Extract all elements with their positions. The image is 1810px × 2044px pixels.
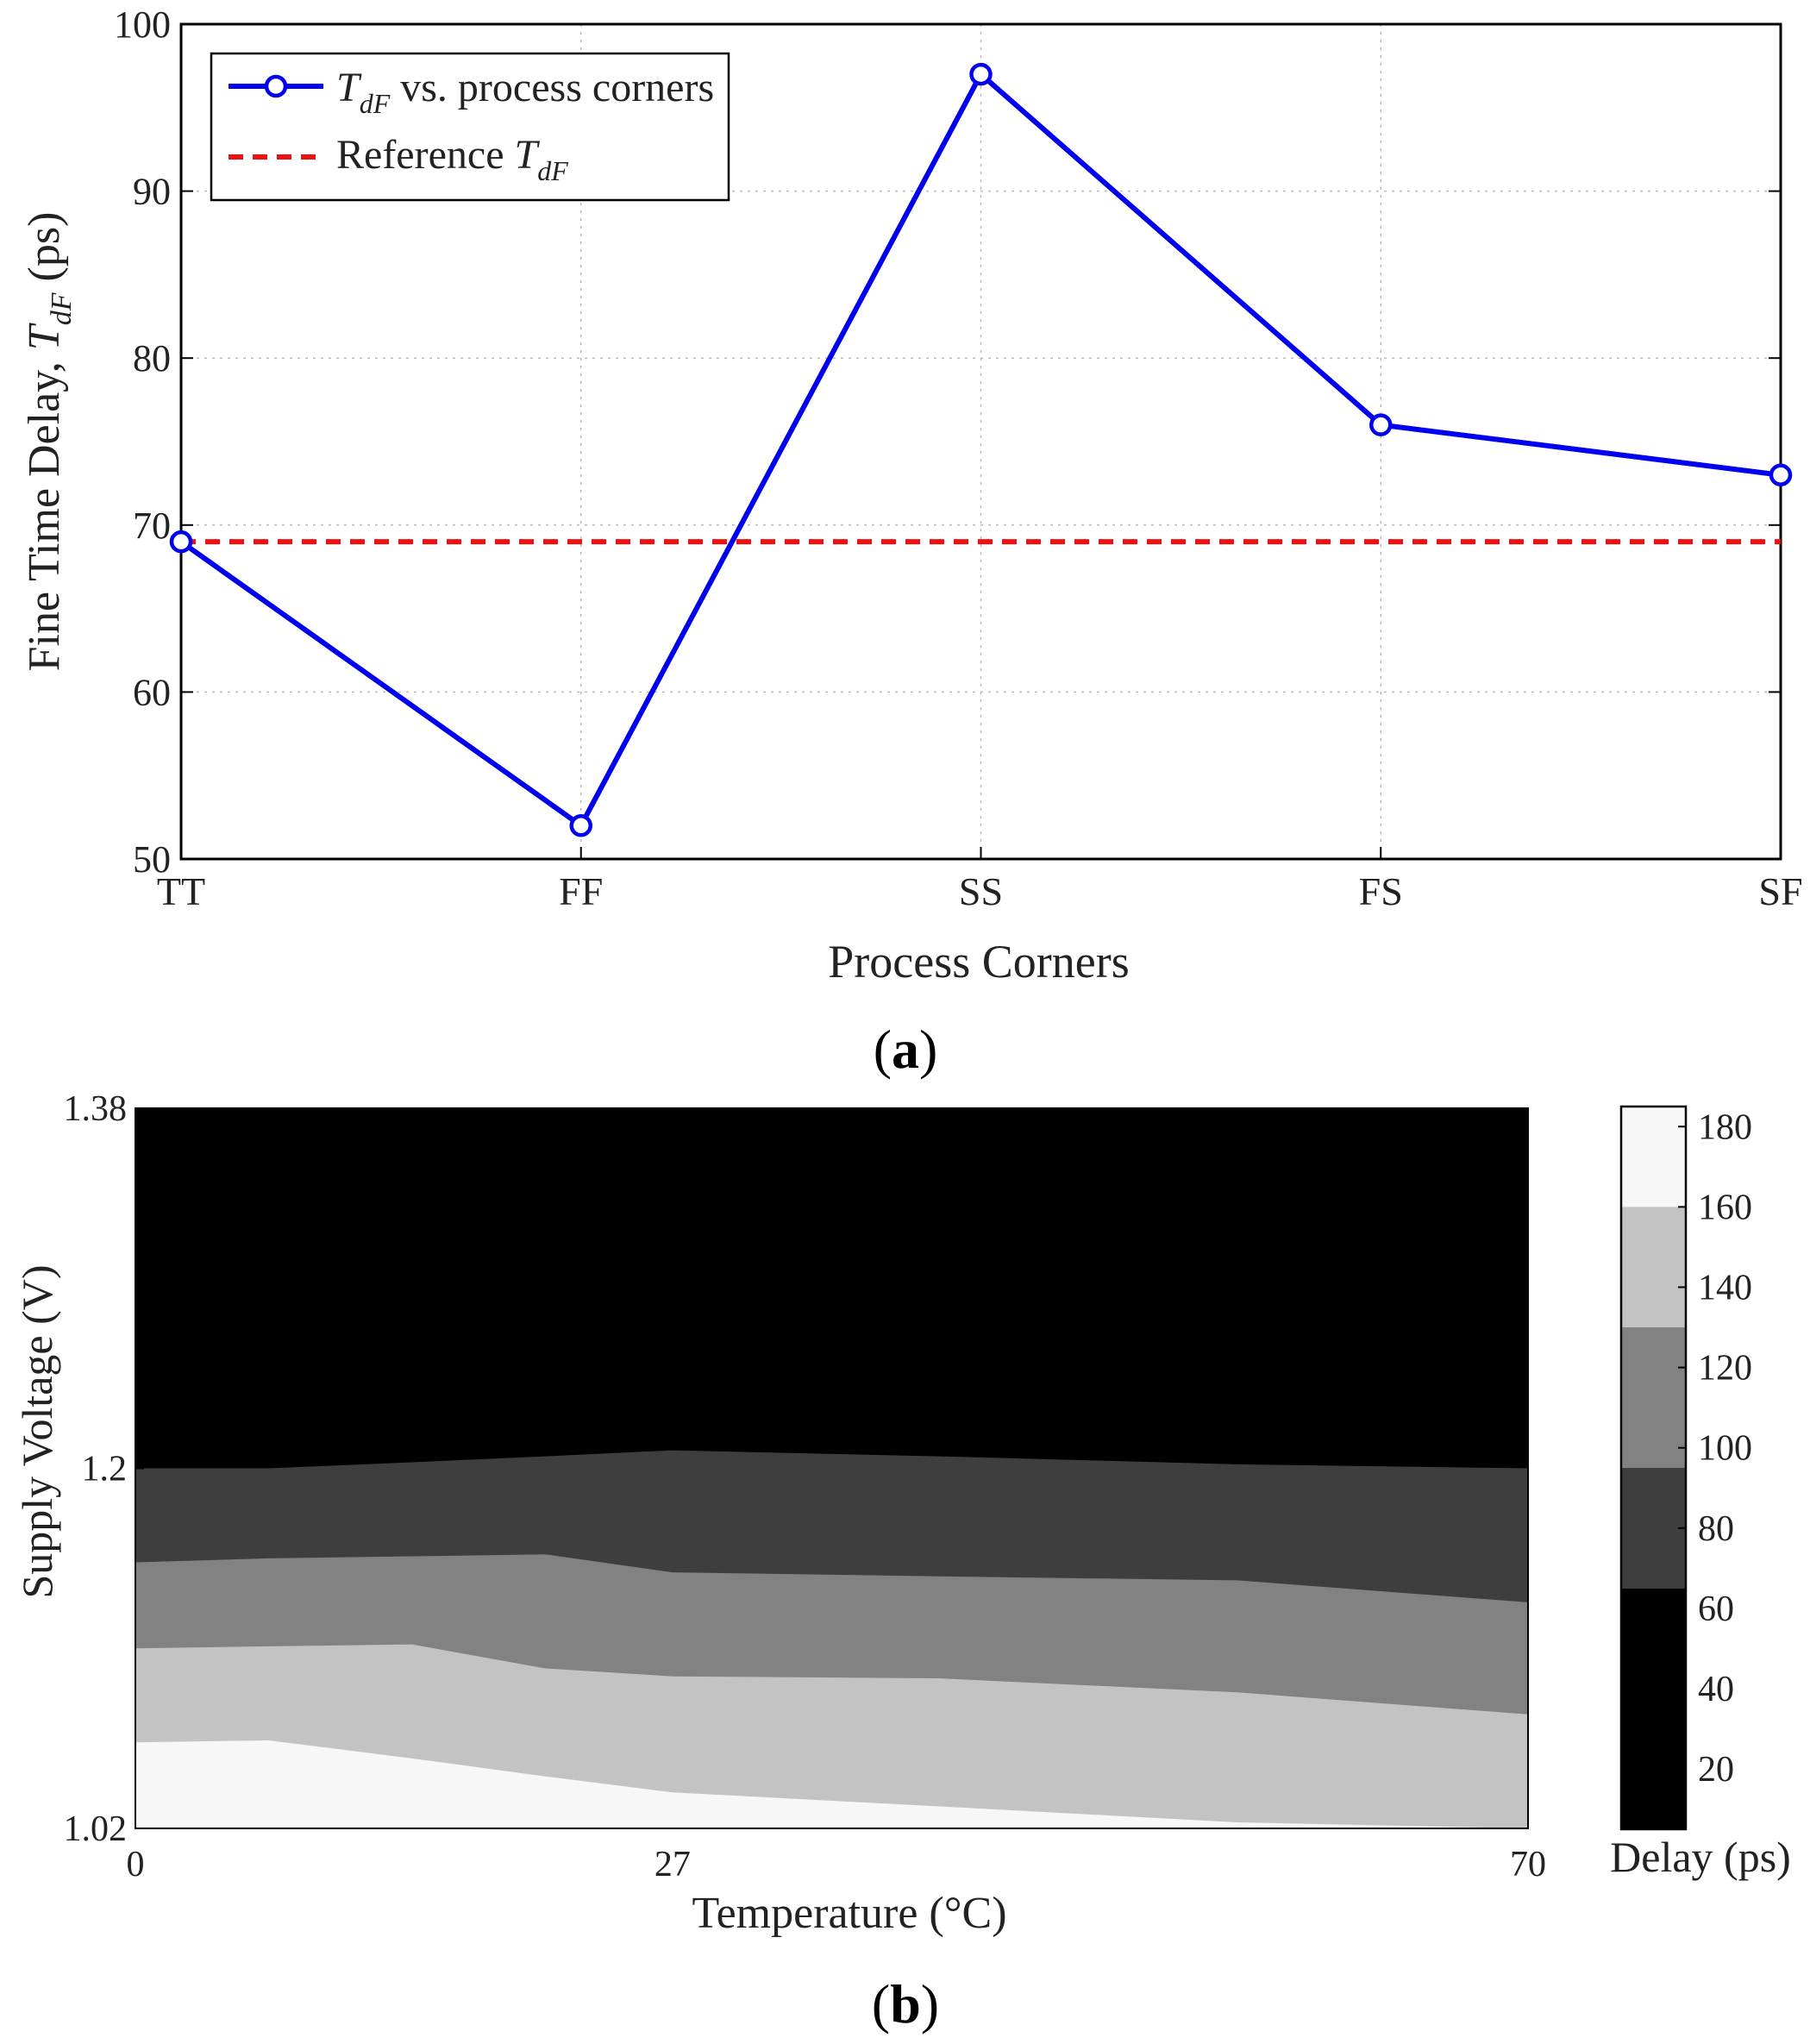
data-point-ff: [569, 814, 592, 837]
legend-measured-subscript: dF: [360, 88, 391, 119]
legend-measured-symbol: T: [336, 65, 362, 110]
colorbar-tick-label: 20: [1698, 1750, 1734, 1790]
legend-measured-label: TdF vs. process corners: [336, 65, 714, 119]
colorbar-band-65-95: [1621, 1468, 1686, 1589]
panel-a-x-tick-labels: TT FF SS FS SF: [157, 847, 1803, 913]
colorbar-frame: [1619, 1105, 1688, 1831]
panel-b-label: (b): [872, 1973, 939, 2035]
x-tick-label: 27: [654, 1845, 691, 1884]
y-tick-label: 70: [133, 505, 171, 547]
colorbar-tick-label: 140: [1698, 1269, 1752, 1308]
data-point-tt: [169, 530, 193, 554]
x-tick-label: 0: [127, 1845, 145, 1884]
legend-measured-marker: [264, 74, 288, 98]
colorbar-band-130-160: [1621, 1207, 1686, 1328]
legend-reference-subscript: dF: [537, 155, 568, 186]
panel-b-colorbar: 20 40 60 80 100 120 140 160 180 Delay (ps): [1610, 1105, 1791, 1881]
legend-reference-symbol: T: [515, 132, 541, 178]
panel-b-x-tick-labels: 0 27 70: [127, 1845, 1547, 1884]
legend-reference-text: Reference: [336, 132, 515, 178]
y-label-symbol: T: [20, 323, 69, 350]
band-5-65: [135, 1108, 1528, 1469]
colorbar-bands: [1621, 1107, 1686, 1829]
colorbar-tick-label: 80: [1698, 1509, 1734, 1549]
legend-box: [210, 52, 730, 202]
y-tick-label: 100: [114, 3, 171, 46]
panel-b-y-axis-label: Supply Voltage (V): [13, 1264, 61, 1598]
x-tick-label: 70: [1510, 1845, 1546, 1884]
data-point-ss: [969, 62, 993, 86]
panel-a-legend: TdF vs. process corners Reference TdF: [210, 52, 730, 202]
colorbar-band-160-185: [1621, 1107, 1686, 1207]
legend-reference-label: Reference TdF: [336, 132, 568, 186]
y-tick-label: 60: [133, 671, 171, 713]
x-tick-label: TT: [157, 869, 205, 913]
colorbar-band-5-65: [1621, 1588, 1686, 1829]
panel-a-series: [169, 62, 1793, 837]
panel-b-contour-bands: [135, 1108, 1528, 1828]
colorbar-tick-label: 180: [1698, 1107, 1752, 1147]
colorbar-tick-label: 100: [1698, 1429, 1752, 1469]
panel-a-y-axis-label: Fine Time Delay, TdF (ps): [20, 212, 78, 672]
colorbar-band-95-130: [1621, 1327, 1686, 1468]
panel-b-x-axis-label: Temperature (°C): [692, 1889, 1006, 1938]
data-point-sf: [1769, 463, 1793, 486]
y-tick-label: 1.2: [82, 1450, 128, 1489]
y-tick-label: 1.38: [64, 1089, 128, 1129]
colorbar-label: Delay (ps): [1610, 1833, 1791, 1881]
y-tick-label: 80: [133, 337, 171, 379]
panel-b-letter: b: [890, 1973, 921, 2035]
legend-measured-text: vs. process corners: [390, 65, 714, 110]
panel-a-x-axis-label: Process Corners: [828, 936, 1129, 988]
x-tick-label: SF: [1758, 869, 1802, 913]
colorbar-tick-labels: 20 40 60 80 100 120 140 160 180: [1678, 1107, 1752, 1790]
y-label-suffix: (ps): [20, 212, 69, 293]
panel-b-contour-chart: 1.02 1.2 1.38 0 27 70 Temperature (°C) Suppl…: [13, 1089, 1791, 2035]
panel-a-grid: [181, 24, 1781, 859]
x-tick-label: FS: [1359, 869, 1403, 913]
colorbar-tick-label: 60: [1698, 1589, 1734, 1629]
y-tick-label: 50: [133, 838, 171, 881]
panel-a-label: (a): [874, 1019, 938, 1080]
panel-a-letter: a: [892, 1019, 919, 1080]
y-label-prefix: Fine Time Delay,: [20, 350, 69, 671]
colorbar-tick-label: 40: [1698, 1670, 1734, 1709]
panel-b-y-tick-labels: 1.02 1.2 1.38: [64, 1089, 144, 1849]
y-tick-label: 90: [133, 171, 171, 213]
y-tick-label: 1.02: [64, 1809, 128, 1849]
panel-a-y-tick-labels: 50 60 70 80 90 100: [114, 3, 1781, 881]
y-label-subscript: dF: [46, 292, 78, 325]
data-point-fs: [1369, 413, 1393, 436]
colorbar-tick-label: 160: [1698, 1188, 1752, 1227]
x-tick-label: SS: [959, 869, 1003, 913]
x-tick-label: FF: [559, 869, 603, 913]
colorbar-tick-label: 120: [1698, 1349, 1752, 1389]
